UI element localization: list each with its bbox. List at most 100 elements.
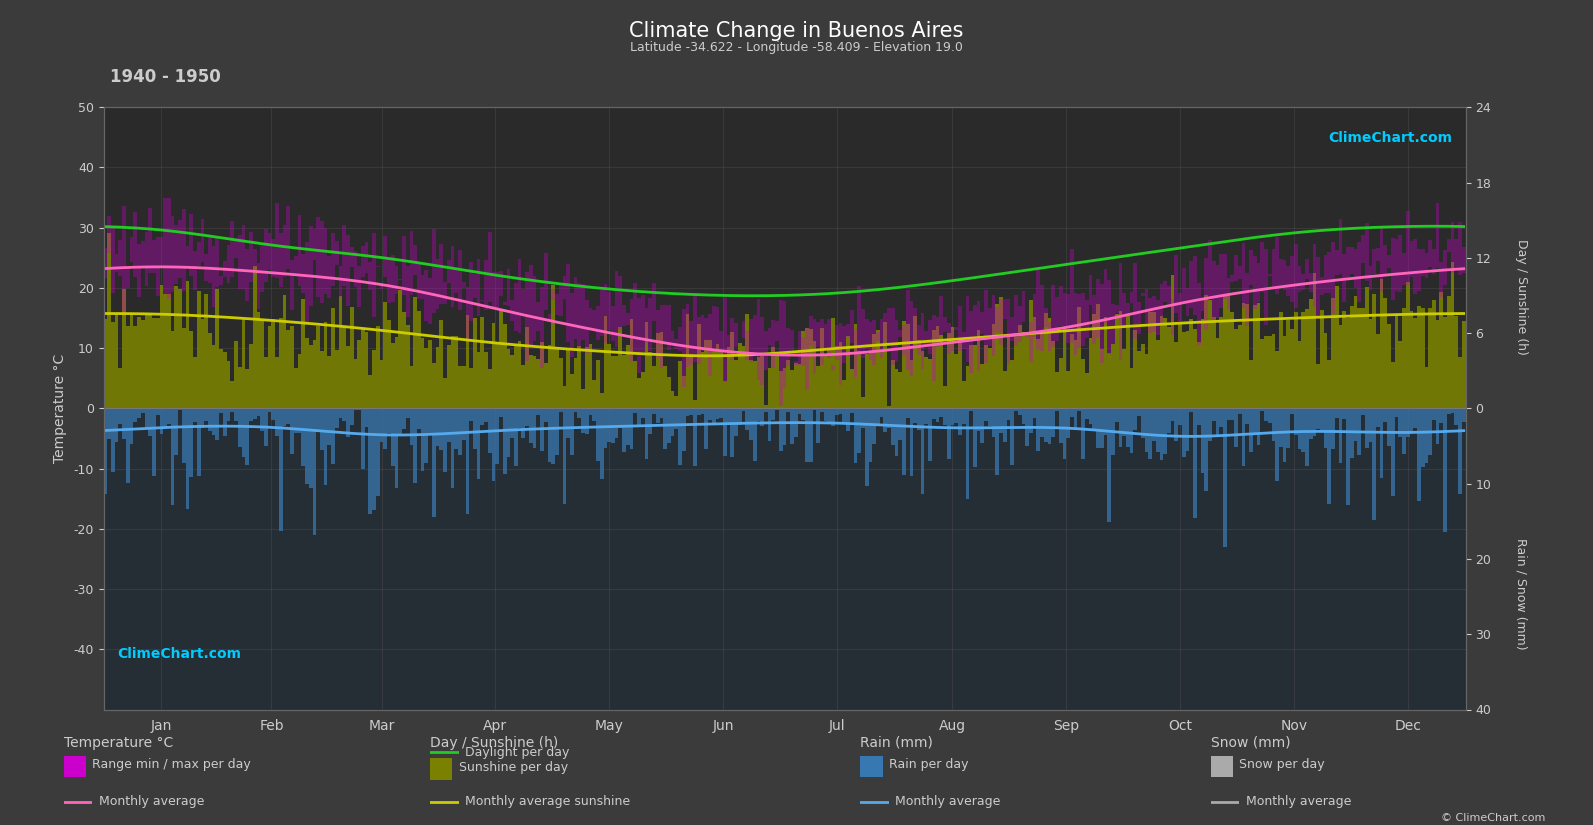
Bar (1391, 362, 1394, 408)
Bar (1018, 306, 1021, 342)
Bar (476, 408, 481, 479)
Bar (946, 323, 951, 354)
Bar (323, 322, 328, 408)
Bar (913, 408, 918, 423)
Bar (417, 262, 421, 299)
Bar (734, 408, 738, 436)
Bar (996, 304, 999, 408)
Bar (1219, 317, 1223, 408)
Bar (328, 257, 331, 299)
Bar (1088, 276, 1093, 304)
Bar (1301, 408, 1305, 452)
Bar (1346, 408, 1349, 505)
Bar (260, 243, 264, 293)
Bar (362, 246, 365, 277)
Text: ClimeChart.com: ClimeChart.com (1329, 131, 1451, 145)
Bar (1066, 371, 1070, 408)
Bar (924, 357, 929, 408)
Bar (693, 399, 696, 408)
Bar (151, 240, 156, 273)
Bar (1380, 279, 1383, 408)
Bar (1201, 408, 1204, 474)
Bar (282, 225, 287, 276)
Bar (231, 380, 234, 408)
Bar (1207, 300, 1212, 408)
Bar (1354, 408, 1357, 441)
Bar (648, 299, 652, 351)
Bar (293, 257, 298, 274)
Bar (787, 361, 790, 408)
Bar (667, 377, 671, 408)
Text: Monthly average: Monthly average (895, 795, 1000, 808)
Bar (876, 408, 879, 426)
Bar (104, 318, 107, 408)
Bar (186, 246, 190, 268)
Bar (559, 408, 562, 412)
Bar (459, 408, 462, 455)
Bar (918, 340, 921, 408)
Bar (895, 320, 898, 362)
Bar (738, 408, 742, 425)
Bar (406, 266, 409, 317)
Bar (543, 253, 548, 310)
Bar (1055, 408, 1059, 411)
Bar (1454, 238, 1458, 268)
Bar (1212, 408, 1215, 422)
Bar (1007, 337, 1010, 408)
Bar (957, 338, 962, 408)
Bar (779, 408, 782, 451)
Bar (1443, 317, 1446, 408)
Bar (448, 261, 451, 283)
Bar (384, 237, 387, 276)
Bar (1346, 318, 1349, 408)
Bar (1301, 312, 1305, 408)
Bar (954, 408, 957, 423)
Bar (1227, 408, 1230, 420)
Bar (1134, 408, 1137, 430)
Bar (339, 296, 342, 408)
Bar (1032, 408, 1037, 418)
Bar (1190, 319, 1193, 408)
Bar (398, 279, 401, 280)
Bar (1137, 351, 1141, 408)
Bar (977, 301, 980, 370)
Bar (812, 341, 816, 408)
Bar (1163, 408, 1168, 454)
Bar (354, 408, 357, 410)
Bar (1271, 408, 1276, 441)
Bar (1157, 300, 1160, 335)
Bar (854, 329, 857, 377)
Bar (118, 240, 123, 276)
Bar (409, 365, 413, 408)
Bar (443, 281, 448, 304)
Bar (798, 364, 801, 408)
Bar (1126, 303, 1129, 314)
Bar (570, 375, 573, 408)
Bar (1451, 408, 1454, 412)
Bar (827, 318, 832, 358)
Bar (1171, 275, 1174, 408)
Bar (846, 323, 849, 337)
Bar (271, 408, 276, 420)
Bar (462, 408, 465, 440)
Bar (1257, 262, 1260, 302)
Bar (1145, 290, 1149, 323)
Bar (577, 408, 581, 417)
Bar (1324, 333, 1327, 408)
Bar (1338, 219, 1343, 274)
Bar (346, 408, 350, 436)
Bar (1421, 408, 1424, 467)
Bar (1015, 336, 1018, 408)
Bar (640, 372, 645, 408)
Bar (107, 216, 112, 252)
Bar (1168, 327, 1171, 408)
Bar (566, 348, 570, 408)
Bar (660, 332, 663, 408)
Bar (1129, 368, 1134, 408)
Bar (566, 263, 570, 342)
Bar (629, 408, 634, 449)
Bar (503, 323, 507, 408)
Bar (577, 346, 581, 408)
Bar (951, 330, 954, 351)
Bar (140, 241, 145, 268)
